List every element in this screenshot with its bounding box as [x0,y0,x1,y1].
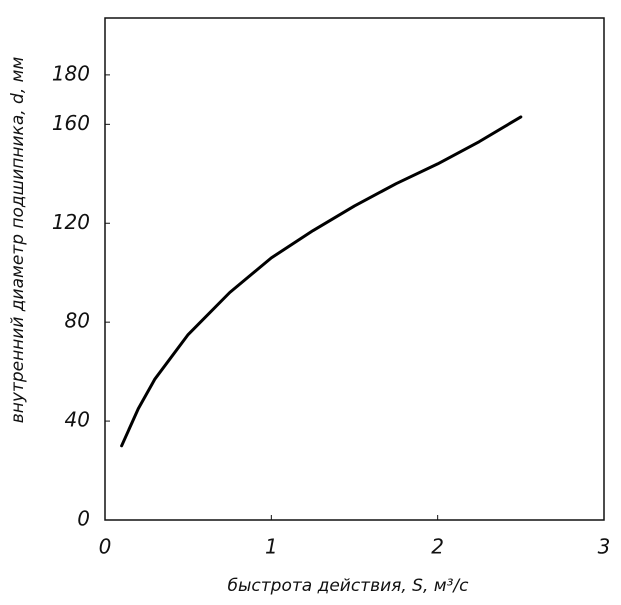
x-tick-label: 1 [265,535,278,559]
plot-frame [104,17,605,521]
data-line [120,115,523,448]
x-tick-label: 3 [598,535,611,559]
y-axis-title: внутренний диаметр подшипника, d, мм [8,57,28,424]
y-tick-label: 120 [52,210,90,234]
x-tick-label: 2 [431,535,444,559]
y-tick-label: 180 [52,61,90,85]
x-axis-title: быстрота действия, S, м³/с [228,576,470,596]
y-tick-label: 40 [65,408,90,432]
y-tick-label: 160 [52,111,90,135]
y-tick-label: 80 [65,309,90,333]
x-tick-label: 0 [99,535,112,559]
y-tick-label: 0 [77,507,90,531]
